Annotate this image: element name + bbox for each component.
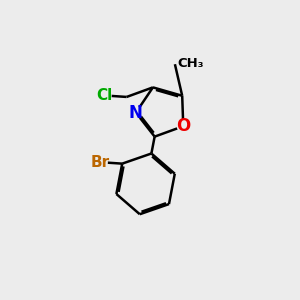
- Circle shape: [98, 89, 111, 102]
- Circle shape: [177, 120, 189, 132]
- Circle shape: [93, 155, 107, 169]
- Text: Cl: Cl: [96, 88, 113, 103]
- Text: N: N: [129, 103, 143, 122]
- Circle shape: [130, 107, 142, 118]
- Text: Br: Br: [91, 155, 110, 170]
- Text: CH₃: CH₃: [177, 57, 204, 70]
- Text: O: O: [176, 117, 190, 135]
